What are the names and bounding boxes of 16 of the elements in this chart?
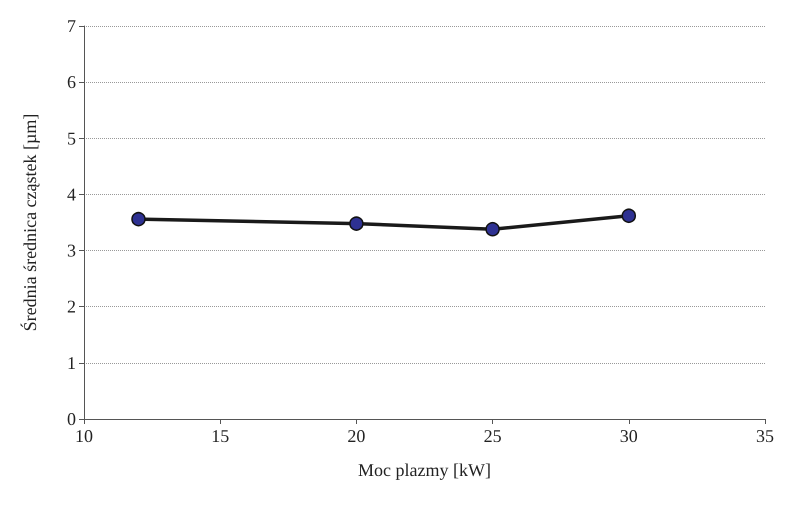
y-tick-label: 5 [67,128,76,148]
x-tick-label: 10 [75,426,93,446]
x-tick-label: 15 [211,426,230,446]
y-tick-label: 1 [67,352,76,373]
x-axis-title: Moc plazmy [kW] [358,460,491,480]
y-tick-label: 4 [67,184,76,204]
y-axis-title: Średnia średnica cząstek [µm] [20,114,40,332]
x-tick-label: 30 [620,426,638,446]
x-tick-label: 20 [347,426,366,446]
x-tick-label: 35 [756,426,774,446]
y-tick-label: 2 [67,296,76,317]
y-tick-label: 3 [67,240,76,261]
y-tick-label: 6 [67,72,76,92]
y-tick-label: 0 [67,409,76,429]
y-tick-label: 7 [67,16,76,36]
x-tick-label: 25 [484,426,502,446]
